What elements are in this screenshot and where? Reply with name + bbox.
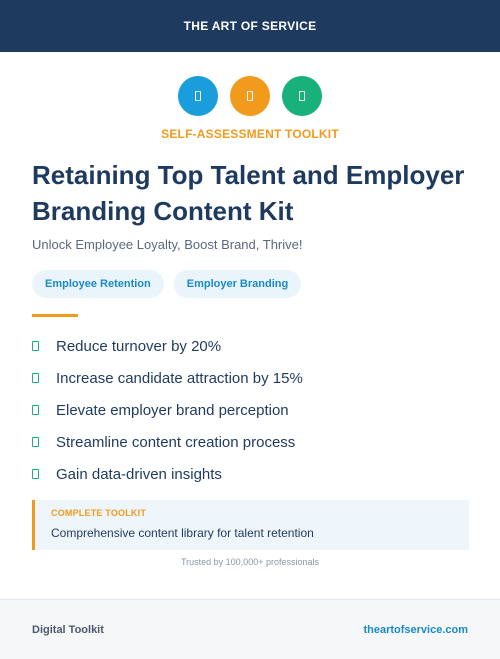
check-icon (32, 373, 39, 383)
benefit-item: Streamline content creation process (32, 426, 472, 458)
footer-product-type: Digital Toolkit (32, 623, 104, 636)
check-icon (32, 469, 39, 479)
page-subtitle: Unlock Employee Loyalty, Boost Brand, Th… (32, 237, 303, 252)
trust-note: Trusted by 100,000+ professionals (180, 557, 319, 567)
blue-document-icon (178, 76, 218, 116)
page-title: Retaining Top Talent and Employer Brandi… (32, 160, 465, 226)
callout-label: COMPLETE TOOLKIT (51, 508, 147, 518)
icon-row (0, 76, 500, 116)
page-footer: Digital Toolkit theartofservice.com (0, 599, 500, 659)
benefit-item: Elevate employer brand perception (32, 394, 472, 426)
tag-list: Employee Retention Employer Branding (32, 270, 302, 298)
check-icon (32, 405, 39, 415)
benefit-text: Streamline content creation process (56, 433, 296, 451)
check-icon (32, 437, 39, 447)
website-link[interactable]: theartofservice.com (363, 623, 468, 636)
callout-text: Comprehensive content library for talent… (51, 526, 314, 540)
benefit-item: Increase candidate attraction by 15% (32, 362, 472, 394)
document-glyph-icon (195, 91, 201, 101)
brand-header: THE ART OF SERVICE (0, 0, 500, 52)
toolkit-kicker: SELF-ASSESSMENT TOOLKIT (161, 127, 339, 141)
toolkit-callout: COMPLETE TOOLKIT Comprehensive content l… (32, 500, 469, 550)
document-glyph-icon (299, 91, 305, 101)
benefit-text: Elevate employer brand perception (56, 401, 289, 419)
benefit-text: Increase candidate attraction by 15% (56, 369, 303, 387)
benefit-text: Reduce turnover by 20% (56, 337, 222, 355)
tag-employee-retention[interactable]: Employee Retention (32, 270, 164, 298)
benefit-item: Reduce turnover by 20% (32, 330, 472, 362)
benefit-text: Gain data-driven insights (56, 465, 222, 483)
brand-name: THE ART OF SERVICE (183, 19, 317, 33)
accent-divider (32, 314, 78, 317)
orange-document-icon (230, 76, 270, 116)
benefit-item: Gain data-driven insights (32, 458, 472, 490)
document-glyph-icon (247, 91, 253, 101)
green-document-icon (282, 76, 322, 116)
benefit-list: Reduce turnover by 20% Increase candidat… (32, 330, 472, 490)
check-icon (32, 341, 39, 351)
tag-employer-branding[interactable]: Employer Branding (173, 270, 302, 298)
